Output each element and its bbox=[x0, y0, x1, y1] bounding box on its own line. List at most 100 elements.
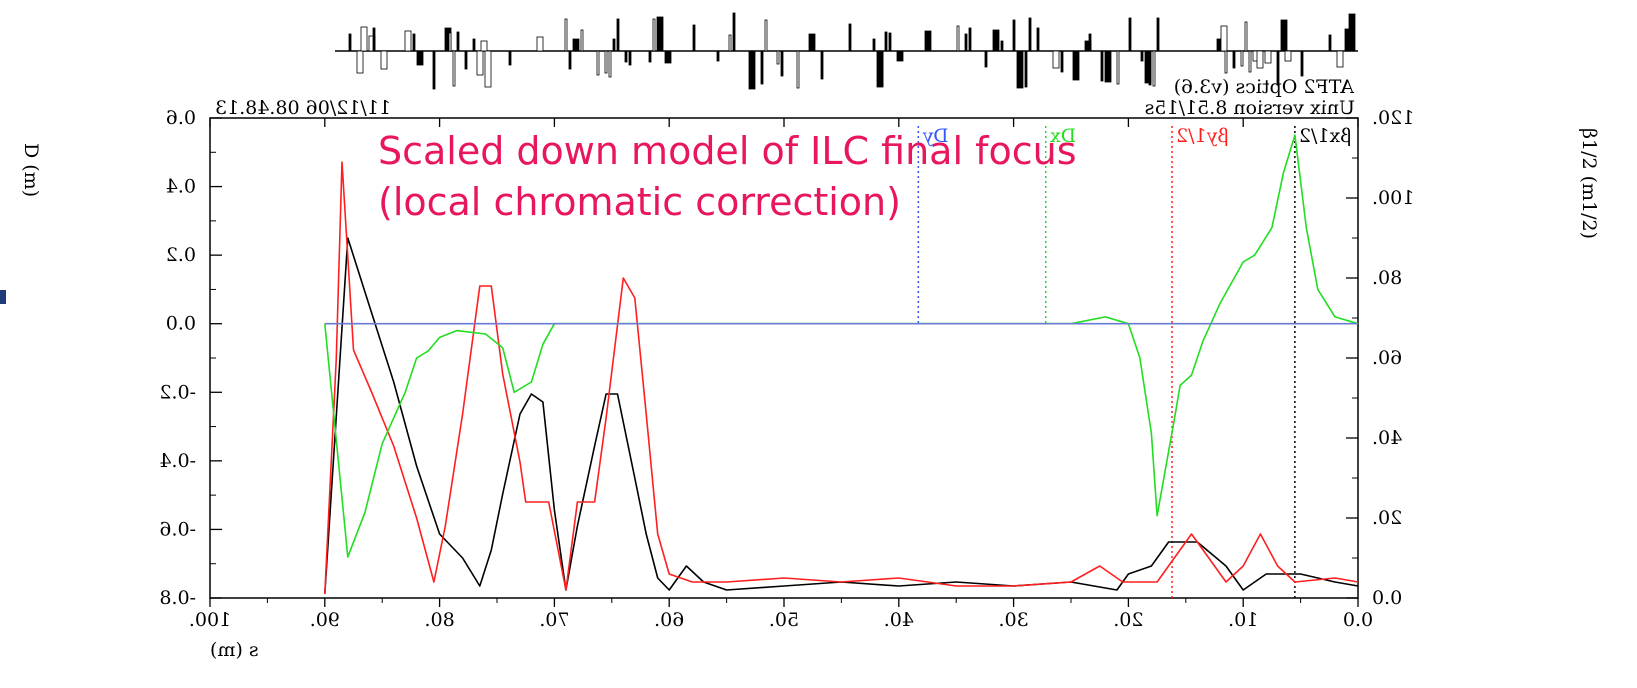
y-left-tick-label: 0.2 bbox=[166, 244, 196, 266]
legend-label: Dx bbox=[1050, 125, 1076, 147]
lattice-element bbox=[348, 33, 352, 52]
lattice-element bbox=[416, 50, 424, 66]
lattice-element bbox=[1128, 17, 1132, 52]
x-tick-label: 50. bbox=[769, 609, 799, 631]
x-tick-label: 40. bbox=[884, 609, 914, 631]
lattice-element bbox=[596, 50, 600, 76]
lattice-element bbox=[1140, 50, 1144, 62]
lattice-element bbox=[1152, 50, 1156, 87]
x-tick-label: 100. bbox=[189, 609, 231, 631]
x-tick-label: 0.0 bbox=[1343, 609, 1373, 631]
lattice-element bbox=[580, 29, 584, 52]
legend-label: Dy bbox=[922, 125, 948, 147]
lattice-element bbox=[1244, 21, 1248, 52]
lattice-element bbox=[716, 50, 720, 62]
lattice-element bbox=[1276, 50, 1280, 86]
lattice-element bbox=[1240, 50, 1244, 67]
lattice-element bbox=[452, 50, 456, 87]
data-series bbox=[324, 134, 1359, 595]
x-tick-label: 10. bbox=[1228, 609, 1258, 631]
lattice-element bbox=[776, 50, 780, 65]
lattice-element bbox=[1336, 50, 1344, 68]
axes-ticks: 100. 90. 80. 70. 60. 50. 40. 30. 20. 10. 0.0 0.6 0.4… bbox=[159, 107, 1414, 631]
lattice-element bbox=[608, 50, 612, 78]
y-left-tick-label: 0.4 bbox=[166, 176, 196, 198]
program-version: Unix version 8.51/15s bbox=[1145, 97, 1355, 119]
lattice-element bbox=[652, 18, 656, 52]
lattice-element bbox=[1024, 50, 1028, 88]
y-right-axis-label: β1/2 (m1/2) bbox=[1578, 128, 1600, 239]
lattice-element bbox=[1100, 50, 1104, 82]
y-right-tick-label: 120. bbox=[1372, 107, 1414, 129]
lattice-element bbox=[1016, 50, 1024, 89]
x-tick-label: 70. bbox=[539, 609, 569, 631]
lattice-element bbox=[484, 50, 492, 88]
lattice-element bbox=[872, 38, 876, 52]
lattice-element bbox=[1148, 50, 1152, 86]
lattice-element bbox=[1220, 25, 1228, 52]
y-right-tick-label: 100. bbox=[1372, 187, 1414, 209]
y-right-tick-label: 60. bbox=[1372, 347, 1402, 369]
legend-label: βy1/2 bbox=[1176, 125, 1228, 147]
lattice-element bbox=[1300, 50, 1304, 77]
y-right-tick-label: 80. bbox=[1372, 267, 1402, 289]
x-tick-label: 30. bbox=[998, 609, 1028, 631]
lattice-element bbox=[968, 27, 972, 52]
lattice-element bbox=[964, 33, 968, 52]
lattice-element bbox=[728, 34, 732, 52]
lattice-element bbox=[692, 24, 696, 52]
lattice-element bbox=[888, 32, 892, 52]
series-black-line bbox=[324, 237, 1359, 595]
lattice-element bbox=[1116, 50, 1120, 85]
y-left-tick-label: 0.0 bbox=[166, 313, 196, 335]
lattice-element bbox=[564, 18, 568, 52]
lattice-element bbox=[1248, 50, 1252, 73]
y-left-tick-label: -0.2 bbox=[159, 381, 196, 403]
lattice-element bbox=[412, 33, 416, 52]
chart-title: ATF2 Optics (v3.6) bbox=[1174, 76, 1355, 98]
lattice-element bbox=[648, 50, 652, 63]
lattice-element bbox=[780, 50, 784, 77]
y-right-tick-label: 20. bbox=[1372, 507, 1402, 529]
lattice-element bbox=[1156, 17, 1160, 52]
lattice-element bbox=[764, 19, 768, 52]
lattice-element bbox=[984, 50, 988, 68]
lattice-element bbox=[1224, 50, 1228, 74]
x-tick-label: 90. bbox=[310, 609, 340, 631]
lattice-element bbox=[476, 50, 484, 76]
header-block: ATF2 Optics (v3.6) Unix version 8.51/15s… bbox=[215, 76, 1355, 119]
lattice-element bbox=[992, 29, 1000, 52]
lattice-element bbox=[536, 36, 544, 52]
lattice-element bbox=[808, 33, 816, 52]
lattice-element bbox=[360, 26, 368, 52]
lattice-element bbox=[380, 50, 388, 70]
lattice-element bbox=[1232, 50, 1236, 69]
lattice-element bbox=[572, 38, 580, 52]
series-red-line bbox=[324, 161, 1359, 595]
lattice-element bbox=[896, 50, 904, 62]
y-left-tick-label: -0.4 bbox=[159, 450, 196, 472]
series-green-line bbox=[324, 134, 1359, 558]
annotation-text: Scaled down model of ILC final focus (lo… bbox=[378, 129, 1077, 224]
lattice-element bbox=[1284, 50, 1292, 62]
lattice-element bbox=[656, 16, 664, 52]
lattice-element bbox=[1264, 50, 1272, 64]
lattice-element bbox=[1072, 50, 1080, 81]
lattice-element bbox=[612, 38, 616, 52]
lattice-element bbox=[748, 50, 756, 90]
lattice-element bbox=[372, 27, 376, 52]
lattice-element bbox=[924, 30, 932, 52]
lattice-element bbox=[616, 18, 620, 52]
lattice-element bbox=[1256, 50, 1264, 69]
lattice-element bbox=[1052, 50, 1060, 69]
y-right-tick-label: 0.0 bbox=[1372, 587, 1402, 609]
lattice-element bbox=[404, 30, 412, 52]
y-left-tick-label: -0.6 bbox=[159, 518, 196, 540]
lattice-element bbox=[1280, 19, 1288, 52]
run-date: 11/12/06 08.48.13 bbox=[215, 97, 391, 119]
lattice-element bbox=[356, 50, 364, 74]
lattice-element bbox=[624, 50, 628, 63]
lattice-element bbox=[820, 50, 824, 80]
lattice-element bbox=[472, 38, 476, 52]
